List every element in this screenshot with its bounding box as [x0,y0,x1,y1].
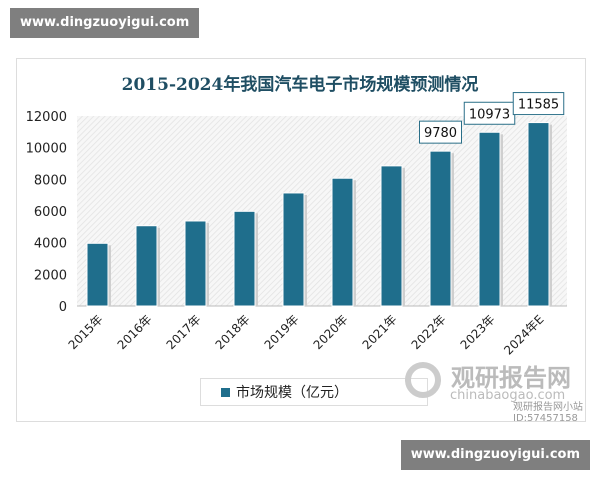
watermark-top: www.dingzuoyigui.com [10,8,200,38]
y-tick-label: 10000 [26,142,67,157]
data-label-box [419,120,462,144]
watermark-bottom: www.dingzuoyigui.com [400,440,590,470]
y-tick-label: 2000 [34,268,67,283]
legend-label: 市场规模（亿元） [236,385,348,401]
data-label: 9780 [424,126,457,141]
bar [135,225,158,307]
legend-swatch [221,388,230,397]
bar [380,165,403,307]
x-tick-label: 2022年 [409,312,449,352]
y-tick-label: 12000 [26,110,67,125]
bar [233,210,256,307]
chart-frame [16,58,586,422]
x-tick-label: 2024年E [501,312,546,357]
y-tick-label: 6000 [34,205,67,220]
x-tick-label: 2018年 [213,312,253,352]
chart-title: 2015-2024年我国汽车电子市场规模预测情况 [121,75,479,95]
bar [429,150,452,307]
x-tick-label: 2019年 [262,312,302,352]
y-tick-label: 0 [59,300,67,315]
bar [527,122,550,307]
bar [86,242,109,307]
x-tick-label: 2015年 [66,312,106,352]
data-label: 10973 [469,107,510,122]
x-tick-label: 2020年 [311,312,351,352]
bar [282,192,305,307]
y-tick-label: 4000 [34,237,67,252]
x-tick-label: 2017年 [164,312,204,352]
x-tick-label: 2016年 [115,312,155,352]
x-tick-label: 2023年 [458,312,498,352]
legend: 市场规模（亿元） [200,378,428,406]
x-tick-label: 2021年 [360,312,400,352]
y-tick-label: 8000 [34,173,67,188]
data-label: 11585 [518,98,559,113]
bar [478,131,501,307]
bar [331,177,354,307]
bar [184,220,207,307]
data-label-box [512,92,565,116]
